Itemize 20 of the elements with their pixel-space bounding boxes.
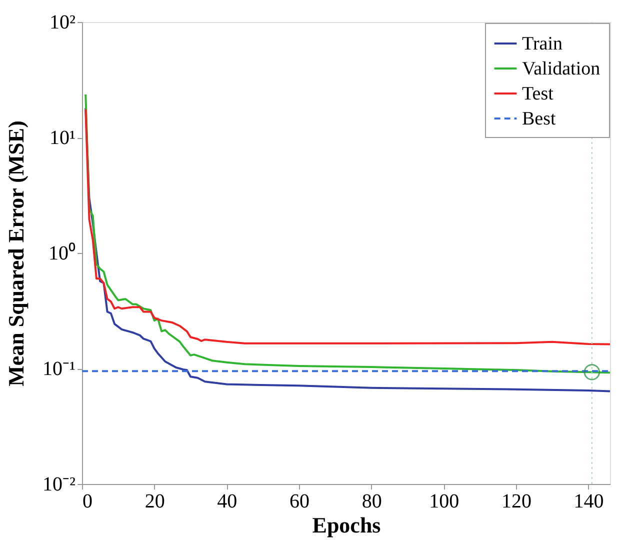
x-tick-label: 100 <box>429 490 460 512</box>
x-tick-label: 0 <box>82 490 92 512</box>
y-tick-label: 10¹ <box>50 127 76 149</box>
x-tick-label: 60 <box>289 490 310 512</box>
y-tick-label: 10⁻¹ <box>42 358 76 380</box>
x-tick-label: 140 <box>574 490 604 512</box>
y-tick-label: 10² <box>50 12 76 34</box>
x-tick-label: 80 <box>362 490 382 512</box>
x-tick-label: 40 <box>217 490 238 512</box>
legend-label: Train <box>522 34 563 54</box>
legend-label: Test <box>522 84 554 104</box>
y-tick-label: 10⁰ <box>48 242 76 264</box>
y-tick-label: 10⁻² <box>42 474 76 496</box>
line-series <box>84 108 611 346</box>
legend-label: Validation <box>522 58 601 80</box>
x-tick-label: 20 <box>144 490 165 512</box>
y-axis-title: Mean Squared Error (MSE) <box>4 120 29 386</box>
x-axis-title: Epochs <box>312 512 382 538</box>
legend-label: Best <box>522 108 556 130</box>
x-tick-label: 120 <box>501 490 532 512</box>
